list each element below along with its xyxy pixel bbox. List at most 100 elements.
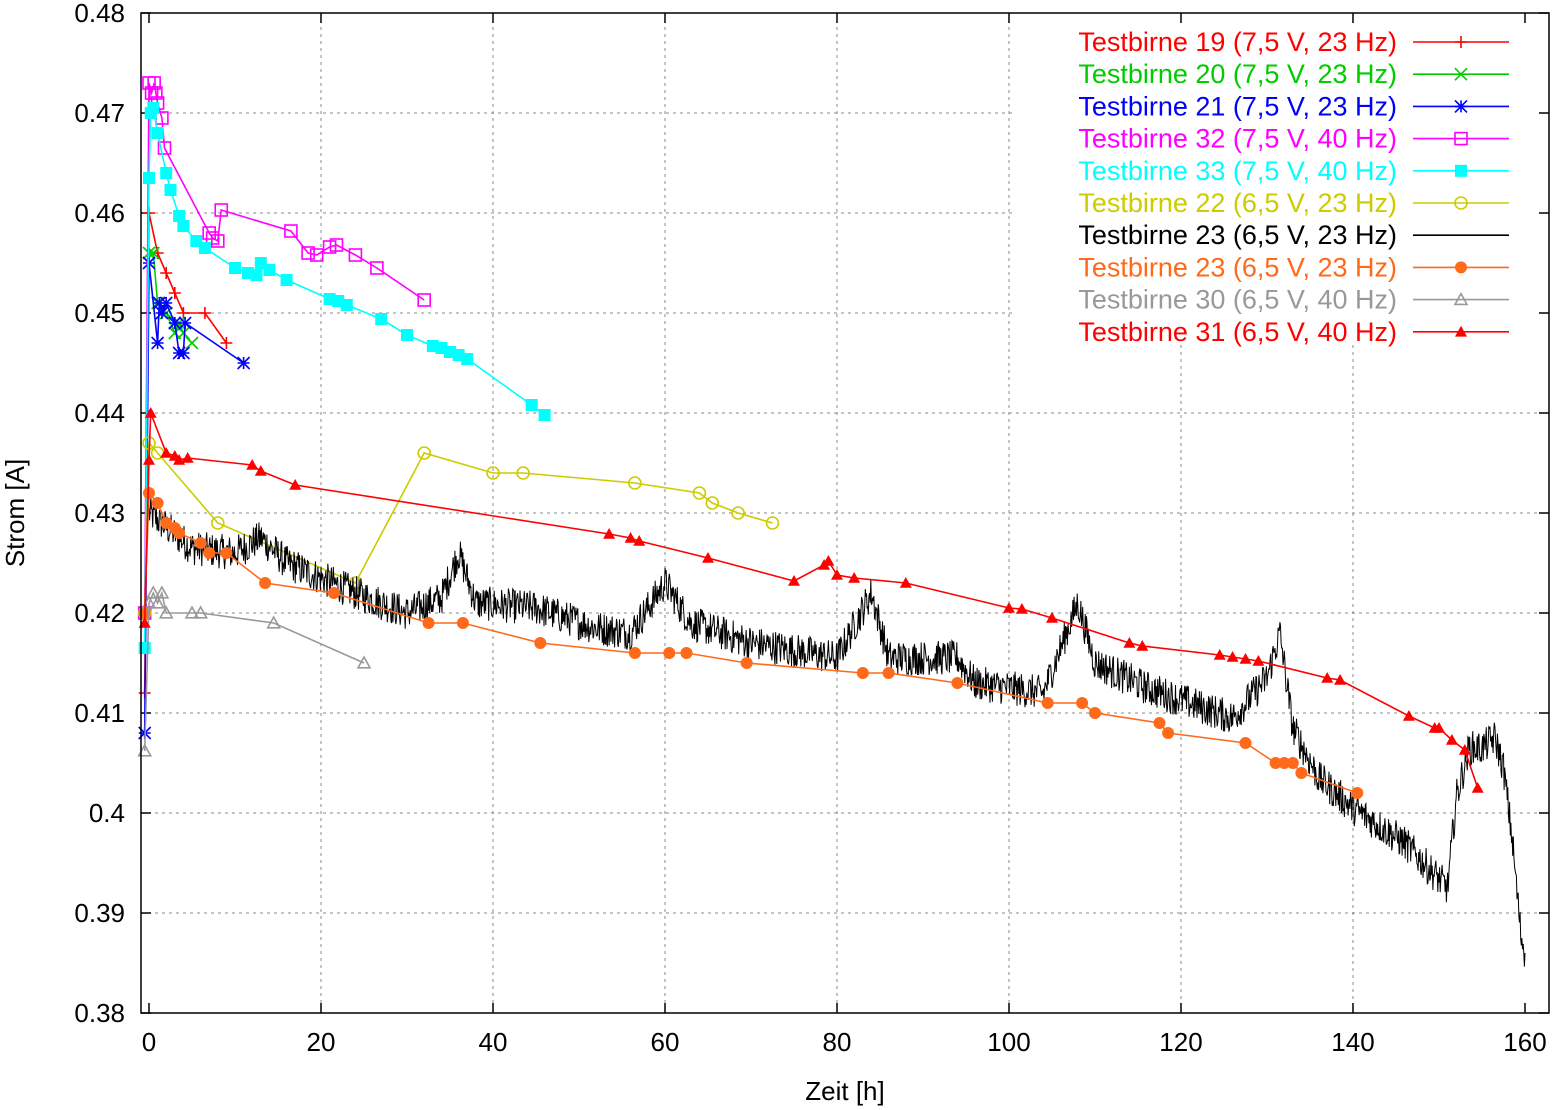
data-point <box>740 657 753 669</box>
data-point <box>538 409 551 421</box>
data-point <box>229 262 241 274</box>
data-point <box>705 496 720 510</box>
data-point <box>1123 637 1136 648</box>
series-4 <box>137 76 432 620</box>
data-point <box>1471 782 1484 793</box>
data-point <box>198 307 211 319</box>
y-axis-title: Strom [A] <box>0 459 30 567</box>
data-point <box>329 238 344 252</box>
legend-label: Testbirne 23 (6,5 V, 23 Hz) <box>1078 220 1397 250</box>
data-point <box>731 506 745 520</box>
series-line <box>143 412 1479 789</box>
data-point <box>417 446 432 460</box>
data-point <box>525 399 538 411</box>
data-point <box>176 346 190 360</box>
x-axis-title: Zeit [h] <box>805 1076 884 1106</box>
data-point <box>516 466 530 480</box>
x-tick-label: 0 <box>142 1027 156 1057</box>
data-point <box>263 264 276 276</box>
data-point <box>220 337 233 349</box>
data-point <box>254 257 267 269</box>
data-point <box>145 585 161 599</box>
data-point <box>401 329 413 341</box>
data-point <box>628 476 642 490</box>
data-point <box>1454 131 1468 146</box>
data-point <box>211 516 225 530</box>
y-tick-label: 0.46 <box>74 198 125 228</box>
grid-lines <box>141 13 1549 1013</box>
data-point <box>309 248 324 262</box>
data-point <box>680 647 693 659</box>
data-point <box>628 647 641 659</box>
data-point <box>370 261 384 275</box>
data-point <box>1136 640 1149 651</box>
series-1 <box>138 207 233 699</box>
data-point <box>422 617 435 629</box>
legend-label: Testbirne 31 (6,5 V, 40 Hz) <box>1078 317 1397 347</box>
data-point <box>1295 767 1308 779</box>
data-point <box>205 231 220 245</box>
data-point <box>237 356 251 370</box>
data-point <box>143 487 155 499</box>
y-tick-label: 0.44 <box>74 398 125 428</box>
data-point <box>143 172 155 184</box>
data-point <box>1445 734 1458 745</box>
series-line <box>148 497 1526 967</box>
x-tick-label: 140 <box>1331 1027 1374 1057</box>
data-point <box>1015 603 1028 614</box>
data-point <box>461 353 474 365</box>
data-point <box>1458 744 1471 755</box>
x-tick-label: 100 <box>987 1027 1030 1057</box>
y-tick-label: 0.48 <box>74 0 125 28</box>
data-point <box>160 267 173 279</box>
y-tick-label: 0.47 <box>74 98 125 128</box>
data-point <box>1433 722 1445 733</box>
data-point <box>1278 757 1291 769</box>
data-point <box>160 167 173 179</box>
data-point <box>144 407 157 418</box>
data-point <box>149 86 163 100</box>
data-point <box>1046 612 1058 623</box>
x-tick-label: 120 <box>1159 1027 1202 1057</box>
data-point <box>1455 36 1467 48</box>
data-point <box>194 537 207 549</box>
data-point <box>1226 651 1239 662</box>
data-point <box>1455 261 1467 274</box>
data-point <box>266 615 282 629</box>
data-point <box>147 76 161 90</box>
data-point <box>788 575 800 586</box>
data-point <box>164 184 177 196</box>
data-point <box>1041 697 1054 709</box>
data-point <box>603 528 616 539</box>
data-point <box>831 569 843 580</box>
legend: Testbirne 19 (7,5 V, 23 Hz)Testbirne 20 … <box>1078 27 1509 347</box>
series-line <box>143 440 773 614</box>
data-point <box>633 535 646 546</box>
data-point <box>1153 717 1166 729</box>
data-point <box>151 497 164 509</box>
data-point <box>356 655 372 669</box>
data-point <box>177 220 190 232</box>
data-point <box>534 637 547 649</box>
x-tick-label: 160 <box>1503 1027 1546 1057</box>
data-point <box>154 585 170 599</box>
data-point <box>181 452 194 463</box>
data-point <box>289 479 302 490</box>
data-point <box>340 299 353 311</box>
data-point <box>168 316 182 330</box>
data-point <box>765 516 780 530</box>
y-tick-label: 0.45 <box>74 298 125 328</box>
data-point <box>1239 737 1252 749</box>
y-tick-label: 0.4 <box>89 798 125 828</box>
data-point <box>1286 757 1299 769</box>
y-tick-label: 0.39 <box>74 898 125 928</box>
y-axis-ticks: 0.38 0.39 0.4 0.41 0.42 0.43 0.44 0.45 0.46 0.47 0… <box>74 0 1549 1028</box>
y-tick-label: 0.41 <box>74 698 125 728</box>
data-point <box>193 605 208 619</box>
data-point <box>1402 710 1415 721</box>
series-7 <box>148 497 1526 967</box>
data-point <box>177 307 190 319</box>
data-point <box>280 274 293 286</box>
data-point <box>1269 757 1282 769</box>
